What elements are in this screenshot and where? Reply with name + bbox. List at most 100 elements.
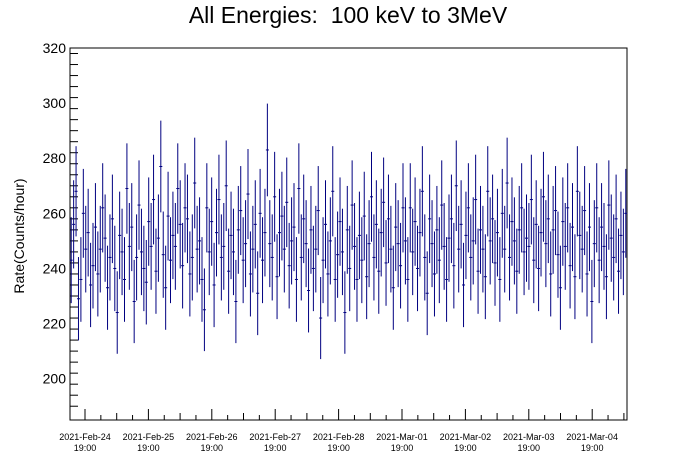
data-point xyxy=(544,200,548,288)
data-point xyxy=(127,203,131,290)
data-point xyxy=(294,237,298,322)
data-point xyxy=(292,183,296,272)
data-point xyxy=(333,237,337,322)
data-point xyxy=(217,154,221,245)
data-point xyxy=(282,205,286,293)
data-point xyxy=(149,203,153,290)
data-point xyxy=(500,168,504,258)
data-point xyxy=(435,185,439,274)
data-point xyxy=(161,211,165,298)
data-point xyxy=(253,180,257,269)
data-point xyxy=(326,231,330,317)
data-point xyxy=(406,237,410,322)
data-point xyxy=(236,185,240,274)
data-point xyxy=(171,191,175,280)
x-tick-time: 19:00 xyxy=(137,443,160,453)
data-point xyxy=(239,166,243,256)
data-point xyxy=(154,228,158,314)
data-point xyxy=(169,217,173,304)
data-point xyxy=(365,234,369,320)
x-tick-date: 2021-Feb-24 xyxy=(59,432,111,442)
data-point xyxy=(215,188,219,277)
data-point xyxy=(338,177,342,266)
data-point xyxy=(200,237,204,322)
data-point xyxy=(464,191,468,280)
data-point xyxy=(503,205,507,293)
data-point xyxy=(474,154,478,245)
data-point xyxy=(416,225,420,312)
data-point xyxy=(144,239,148,325)
data-point xyxy=(193,137,197,229)
data-point xyxy=(568,222,572,309)
data-point xyxy=(534,180,538,269)
data-point xyxy=(355,237,359,322)
data-point xyxy=(418,188,422,277)
data-point xyxy=(299,214,303,301)
data-point xyxy=(183,163,187,253)
data-point xyxy=(517,185,521,274)
x-tick-time: 19:00 xyxy=(454,443,477,453)
data-point xyxy=(486,146,490,237)
data-point xyxy=(224,140,228,232)
data-point xyxy=(508,214,512,301)
data-point xyxy=(98,205,102,293)
data-point xyxy=(302,174,306,264)
y-tick-label: 240 xyxy=(43,260,67,276)
data-point xyxy=(275,234,279,320)
data-point xyxy=(277,188,281,277)
data-point xyxy=(190,214,194,301)
data-point xyxy=(537,225,541,312)
data-point xyxy=(556,211,560,298)
data-point xyxy=(353,203,357,290)
data-point xyxy=(212,242,216,328)
data-point xyxy=(362,171,366,261)
data-point xyxy=(408,163,412,253)
x-tick-time: 19:00 xyxy=(74,443,97,453)
data-point xyxy=(198,197,202,285)
data-point xyxy=(602,203,606,290)
data-point xyxy=(132,259,136,344)
x-tick-date: 2021-Mar-03 xyxy=(503,432,555,442)
data-point xyxy=(374,180,378,269)
data-point xyxy=(231,208,235,296)
data-point xyxy=(430,200,434,288)
data-point xyxy=(251,205,255,293)
data-point xyxy=(166,171,170,261)
data-point xyxy=(432,231,436,317)
data-point xyxy=(79,237,83,322)
data-point xyxy=(164,245,168,330)
data-point xyxy=(399,222,403,309)
data-point xyxy=(323,180,327,269)
data-point xyxy=(84,205,88,293)
data-point xyxy=(280,171,284,261)
data-point xyxy=(246,149,250,240)
data-point xyxy=(234,259,238,344)
data-point xyxy=(106,245,110,330)
data-point xyxy=(188,231,192,317)
data-point xyxy=(304,200,308,288)
data-point xyxy=(462,242,466,328)
data-point xyxy=(241,217,245,304)
data-point xyxy=(566,163,570,253)
data-point xyxy=(583,166,587,256)
data-point xyxy=(386,174,390,264)
data-point xyxy=(261,217,265,304)
data-point xyxy=(321,217,325,304)
data-point xyxy=(110,174,114,264)
data-point xyxy=(270,214,274,301)
data-point xyxy=(268,200,272,288)
data-point xyxy=(248,231,252,317)
data-point xyxy=(524,194,528,282)
y-tick-label: 200 xyxy=(43,371,67,387)
y-axis-label: Rate(Counts/hour) xyxy=(11,178,27,293)
data-point xyxy=(205,163,209,253)
data-point xyxy=(491,174,495,264)
data-point xyxy=(319,276,323,360)
y-tick-label: 220 xyxy=(43,316,67,332)
data-points xyxy=(69,103,628,360)
data-point xyxy=(122,237,126,322)
data-point xyxy=(403,197,407,285)
data-point xyxy=(585,231,589,317)
data-point xyxy=(437,217,441,304)
data-point xyxy=(541,151,545,242)
